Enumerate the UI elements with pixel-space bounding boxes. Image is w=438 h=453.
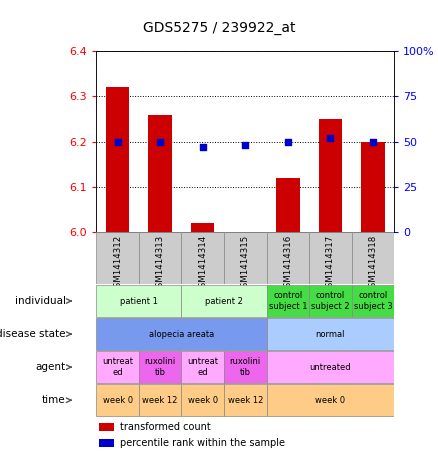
Text: GDS5275 / 239922_at: GDS5275 / 239922_at bbox=[143, 21, 295, 35]
Bar bbox=[96, 232, 139, 284]
Point bbox=[242, 142, 249, 149]
Text: week 0: week 0 bbox=[102, 396, 133, 405]
Bar bbox=[181, 351, 224, 383]
Bar bbox=[352, 232, 394, 284]
Bar bbox=[191, 223, 215, 232]
Bar bbox=[361, 142, 385, 232]
Bar bbox=[267, 384, 394, 416]
Text: percentile rank within the sample: percentile rank within the sample bbox=[120, 438, 285, 448]
Text: GSM1414312: GSM1414312 bbox=[113, 235, 122, 293]
Text: agent: agent bbox=[35, 362, 66, 372]
Point bbox=[114, 138, 121, 145]
Bar bbox=[96, 318, 267, 350]
Point bbox=[157, 138, 164, 145]
Bar bbox=[352, 285, 394, 317]
Bar bbox=[96, 384, 139, 416]
Bar bbox=[319, 119, 342, 232]
Text: GSM1414317: GSM1414317 bbox=[326, 235, 335, 293]
Bar bbox=[181, 232, 224, 284]
Bar bbox=[267, 351, 394, 383]
Text: untreated: untreated bbox=[310, 363, 351, 371]
Bar bbox=[96, 285, 181, 317]
Bar bbox=[309, 232, 352, 284]
Bar bbox=[96, 351, 139, 383]
Text: week 12: week 12 bbox=[142, 396, 178, 405]
Bar bbox=[267, 232, 309, 284]
Text: individual: individual bbox=[14, 296, 66, 306]
Text: week 12: week 12 bbox=[228, 396, 263, 405]
Point bbox=[199, 144, 206, 151]
Bar bbox=[139, 232, 181, 284]
Bar bbox=[139, 351, 181, 383]
Text: control
subject 2: control subject 2 bbox=[311, 291, 350, 311]
Text: untreat
ed: untreat ed bbox=[102, 357, 133, 377]
Text: GSM1414316: GSM1414316 bbox=[283, 235, 292, 293]
Text: control
subject 3: control subject 3 bbox=[353, 291, 392, 311]
Bar bbox=[224, 384, 267, 416]
Bar bbox=[148, 115, 172, 232]
Bar bbox=[106, 87, 129, 232]
Bar bbox=[309, 285, 352, 317]
Text: alopecia areata: alopecia areata bbox=[149, 330, 214, 338]
Bar bbox=[99, 423, 114, 431]
Bar bbox=[224, 232, 267, 284]
Text: transformed count: transformed count bbox=[120, 422, 211, 432]
Text: week 0: week 0 bbox=[315, 396, 346, 405]
Bar bbox=[276, 178, 300, 232]
Bar bbox=[139, 384, 181, 416]
Bar bbox=[181, 285, 267, 317]
Text: GSM1414313: GSM1414313 bbox=[155, 235, 165, 293]
Bar bbox=[267, 285, 309, 317]
Text: patient 1: patient 1 bbox=[120, 297, 158, 305]
Text: normal: normal bbox=[316, 330, 345, 338]
Text: GSM1414315: GSM1414315 bbox=[241, 235, 250, 293]
Text: control
subject 1: control subject 1 bbox=[268, 291, 307, 311]
Text: week 0: week 0 bbox=[187, 396, 218, 405]
Bar bbox=[99, 439, 114, 447]
Text: GSM1414318: GSM1414318 bbox=[368, 235, 378, 293]
Text: ruxolini
tib: ruxolini tib bbox=[145, 357, 176, 377]
Bar bbox=[267, 318, 394, 350]
Bar bbox=[224, 351, 267, 383]
Text: disease state: disease state bbox=[0, 329, 66, 339]
Text: untreat
ed: untreat ed bbox=[187, 357, 218, 377]
Text: ruxolini
tib: ruxolini tib bbox=[230, 357, 261, 377]
Point bbox=[327, 135, 334, 142]
Text: time: time bbox=[42, 395, 66, 405]
Point bbox=[284, 138, 291, 145]
Point bbox=[369, 138, 376, 145]
Text: GSM1414314: GSM1414314 bbox=[198, 235, 207, 293]
Bar bbox=[181, 384, 224, 416]
Text: patient 2: patient 2 bbox=[205, 297, 243, 305]
